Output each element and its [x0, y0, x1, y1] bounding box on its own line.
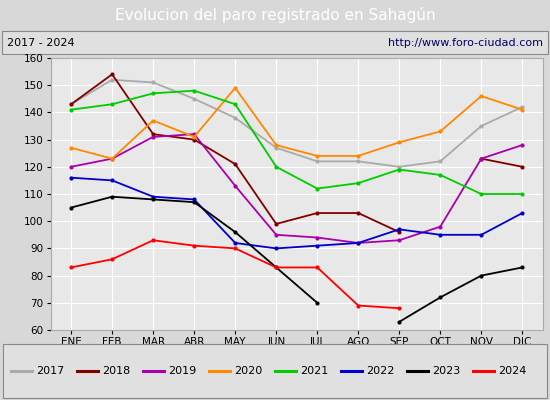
Text: 2018: 2018 [102, 366, 130, 376]
Text: 2017: 2017 [36, 366, 64, 376]
Text: 2020: 2020 [234, 366, 262, 376]
Text: http://www.foro-ciudad.com: http://www.foro-ciudad.com [388, 38, 543, 48]
FancyBboxPatch shape [2, 31, 548, 54]
FancyBboxPatch shape [3, 344, 547, 398]
Text: 2023: 2023 [432, 366, 460, 376]
Text: 2022: 2022 [366, 366, 395, 376]
Text: 2019: 2019 [168, 366, 196, 376]
Text: 2024: 2024 [498, 366, 527, 376]
Text: 2017 - 2024: 2017 - 2024 [7, 38, 74, 48]
Text: 2021: 2021 [300, 366, 328, 376]
Text: Evolucion del paro registrado en Sahagún: Evolucion del paro registrado en Sahagún [115, 7, 435, 23]
